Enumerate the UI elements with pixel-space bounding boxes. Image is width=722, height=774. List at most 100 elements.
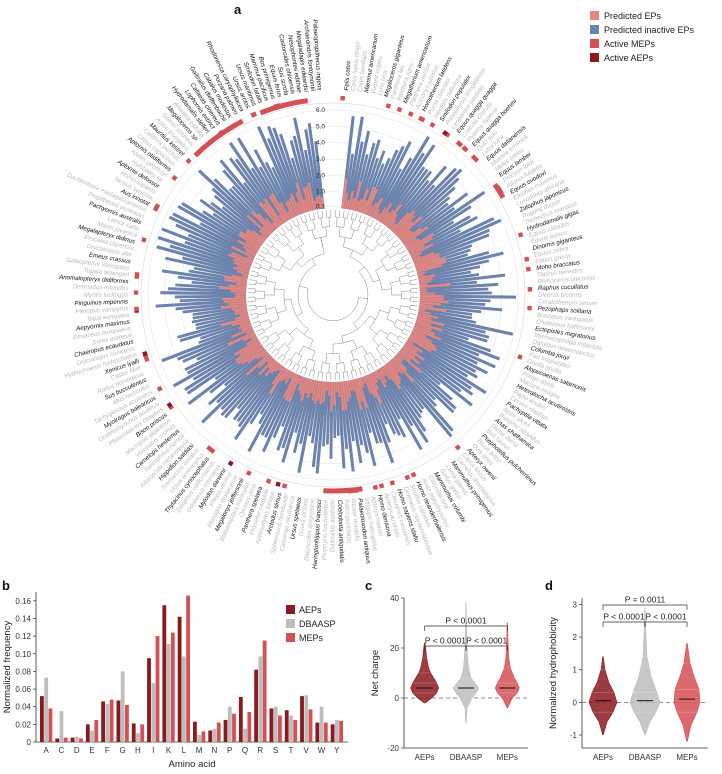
- bar-aeps: [70, 737, 75, 742]
- y-tick-label: 40: [390, 594, 399, 603]
- tree-branch: [312, 212, 315, 220]
- bar-predicted-eps: [245, 329, 254, 335]
- bar-predicted-eps: [251, 210, 274, 234]
- bar-aeps: [55, 738, 60, 742]
- activity-marker: [396, 106, 403, 113]
- tree-branch: [265, 243, 272, 248]
- activity-marker: [442, 129, 449, 137]
- bar-predicted-eps: [264, 360, 279, 377]
- tree-branch: [393, 325, 403, 331]
- tree-branch: [270, 266, 280, 272]
- tree-branch: [284, 359, 289, 366]
- bar-dbaasp: [227, 706, 232, 742]
- p-value-label: P < 0.0001: [466, 636, 507, 646]
- y-tick-label: 0.04: [15, 703, 31, 712]
- bar-predicted-eps: [356, 198, 363, 212]
- tree-branch: [373, 222, 378, 229]
- tree-branch: [357, 222, 362, 232]
- activity-marker: [275, 481, 281, 487]
- tree-branch: [350, 361, 354, 371]
- tree-branch: [321, 372, 323, 380]
- bar-meps: [125, 704, 129, 742]
- bar-predicted-eps: [369, 373, 379, 391]
- significance-bracket: [424, 625, 508, 631]
- bar-predicted-eps: [243, 245, 257, 255]
- bar-predicted-eps: [284, 371, 293, 384]
- bar-meps: [278, 715, 282, 742]
- tree-arc: [392, 342, 395, 346]
- bar-predicted-eps: [230, 289, 247, 293]
- activity-marker: [410, 471, 417, 478]
- bar-predicted-eps: [411, 251, 423, 259]
- tree-arc: [380, 233, 384, 236]
- bar-predicted-eps: [227, 331, 255, 346]
- bar-predicted-inactive: [350, 130, 371, 211]
- tree-branch: [281, 356, 286, 363]
- activity-marker: [454, 444, 461, 451]
- tree-branch: [252, 320, 260, 324]
- bar-predicted-eps: [272, 222, 279, 229]
- tree-branch: [350, 219, 354, 229]
- tree-branch: [281, 227, 286, 234]
- bar-predicted-eps: [405, 238, 421, 249]
- tree-branch: [311, 350, 315, 361]
- tree-branch: [386, 337, 394, 345]
- bar-predicted-eps: [319, 381, 325, 405]
- bar-predicted-eps: [391, 212, 410, 232]
- bar-predicted-eps: [382, 365, 401, 390]
- bar-predicted-inactive: [404, 190, 486, 248]
- x-tick-label: K: [166, 746, 172, 755]
- hydrophobicity-violin-chart: -1 0 1 2 3 AEPs DBAASP MEPs Normalized hydrophob…: [548, 595, 708, 762]
- tree-branch: [271, 348, 277, 354]
- bar-predicted-eps: [398, 229, 411, 240]
- bar-predicted-eps: [270, 362, 280, 374]
- bar-predicted-eps: [363, 375, 373, 395]
- bar-predicted-eps: [411, 331, 433, 344]
- bar-predicted-inactive: [358, 377, 383, 444]
- bar-predicted-eps: [406, 233, 434, 251]
- activity-marker: [385, 103, 392, 109]
- bar-predicted-eps: [231, 245, 255, 259]
- bar-predicted-eps: [311, 380, 318, 401]
- tree-branch: [274, 233, 280, 239]
- bar-predicted-eps: [415, 259, 447, 272]
- bar-dbaasp: [243, 728, 247, 742]
- bar-predicted-eps: [375, 213, 381, 220]
- legend-label: DBAASP: [299, 619, 336, 629]
- species-label: Myotis lucifugus: [84, 292, 128, 299]
- tree-arc: [276, 348, 280, 352]
- tree-branch: [375, 265, 385, 271]
- tree-branch: [386, 233, 392, 239]
- tree-branch: [248, 288, 256, 290]
- tree-branch: [390, 280, 401, 283]
- bar-predicted-eps: [241, 273, 249, 278]
- tree-branch: [363, 355, 369, 365]
- tree-branch: [358, 214, 362, 222]
- bar-predicted-eps: [228, 284, 247, 289]
- bar-predicted-eps: [417, 312, 438, 319]
- bar-predicted-eps: [303, 198, 310, 212]
- bar-predicted-eps: [245, 353, 270, 376]
- bar-predicted-eps: [239, 312, 249, 317]
- activity-marker: [250, 111, 257, 118]
- tree-arc: [351, 219, 356, 221]
- activity-marker: [517, 354, 523, 360]
- bar-predicted-eps: [417, 271, 426, 276]
- bar-meps: [140, 724, 145, 742]
- bar-predicted-eps: [241, 325, 253, 332]
- tree-arc: [407, 272, 409, 277]
- tree-branch: [362, 235, 368, 245]
- bar-predicted-inactive: [236, 363, 282, 423]
- bar-predicted-eps: [270, 193, 290, 222]
- bar-predicted-eps: [417, 274, 424, 278]
- bar-predicted-eps: [419, 303, 434, 308]
- significance-bracket: [602, 604, 688, 610]
- tree-branch: [290, 229, 296, 238]
- x-tick-label: DBAASP: [629, 753, 661, 762]
- bar-predicted-eps: [231, 274, 248, 280]
- bar-predicted-eps: [245, 249, 256, 257]
- tree-branch: [394, 243, 401, 248]
- bar-predicted-inactive: [174, 294, 247, 299]
- x-tick-label: L: [182, 746, 187, 755]
